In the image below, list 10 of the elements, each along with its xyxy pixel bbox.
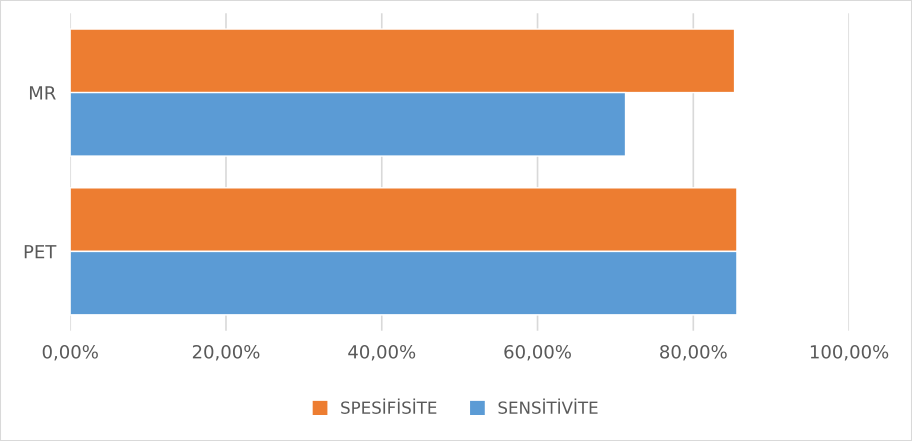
x-tick-label: 80,00% <box>660 344 727 360</box>
y-tick-label: MR <box>30 86 56 100</box>
x-tick-label: 20,00% <box>192 344 260 360</box>
x-tick-label: 40,00% <box>348 344 416 360</box>
x-tick-label: 0,00% <box>42 344 98 360</box>
x-tick-label: 100,00% <box>810 344 888 360</box>
legend-label: SPESİFİSİTE <box>341 398 436 414</box>
y-tick-label: PET <box>24 245 56 258</box>
legend-label: SENSİTİVİTE <box>498 398 598 414</box>
x-tick-label: 60,00% <box>504 344 571 360</box>
